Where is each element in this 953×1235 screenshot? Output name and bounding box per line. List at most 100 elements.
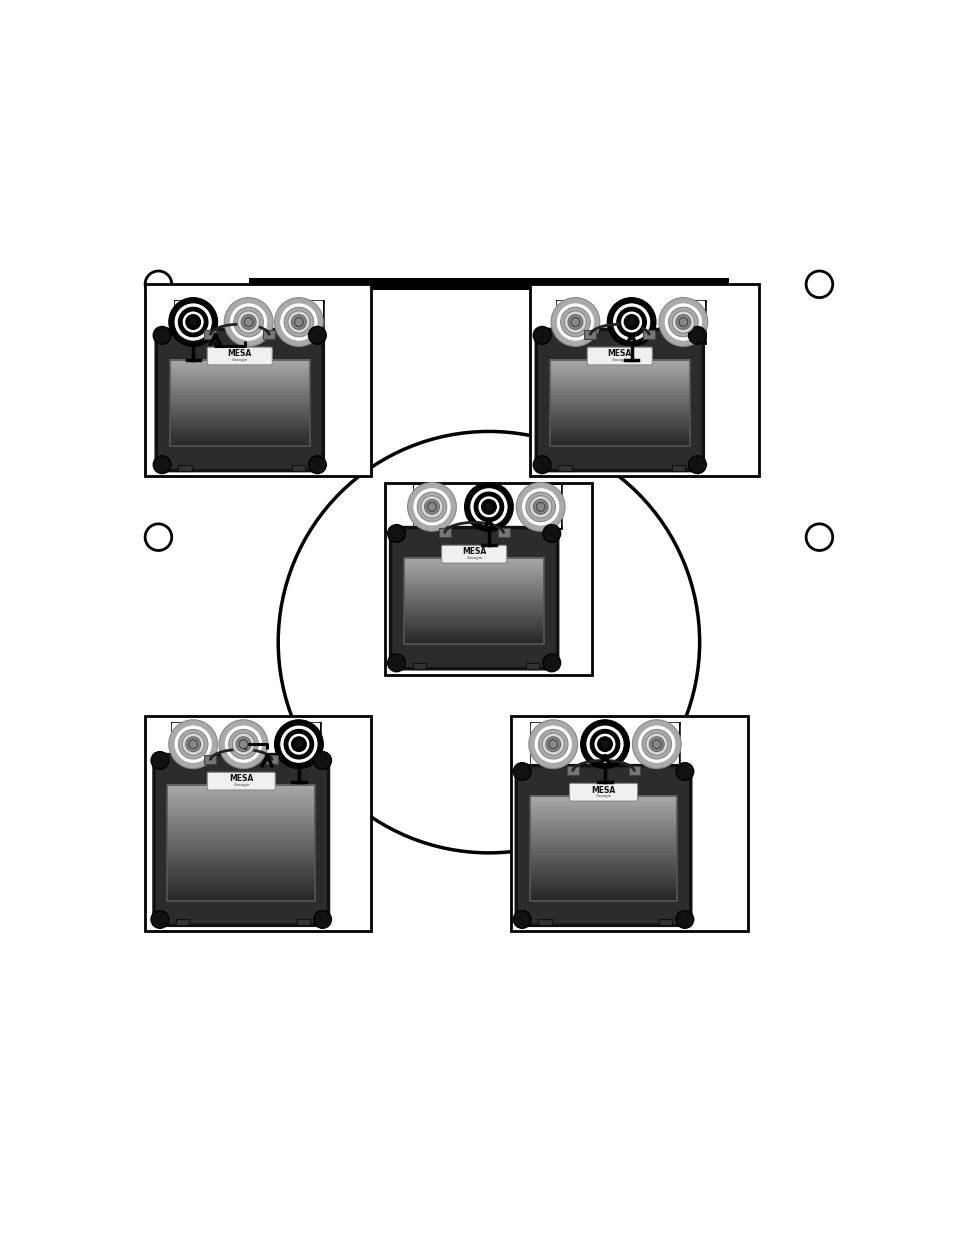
Circle shape xyxy=(292,737,306,752)
Bar xyxy=(167,851,314,855)
Circle shape xyxy=(229,730,258,760)
Bar xyxy=(170,420,310,422)
Bar xyxy=(170,380,310,384)
Bar xyxy=(292,464,305,471)
Circle shape xyxy=(597,737,612,752)
Circle shape xyxy=(153,326,171,345)
Circle shape xyxy=(548,740,558,748)
Bar xyxy=(296,919,310,925)
Bar xyxy=(549,403,689,405)
Bar xyxy=(529,879,677,883)
Bar xyxy=(403,632,544,636)
Bar xyxy=(549,441,689,445)
Circle shape xyxy=(219,720,268,768)
Bar xyxy=(403,589,544,593)
Circle shape xyxy=(676,315,690,330)
Bar xyxy=(167,819,314,823)
Circle shape xyxy=(314,752,331,769)
Text: MESA: MESA xyxy=(461,547,486,557)
Bar xyxy=(549,443,689,446)
FancyBboxPatch shape xyxy=(516,766,690,925)
Circle shape xyxy=(224,298,273,347)
Bar xyxy=(549,432,689,436)
Bar xyxy=(529,284,758,475)
Circle shape xyxy=(469,488,508,526)
Circle shape xyxy=(424,499,439,514)
FancyBboxPatch shape xyxy=(207,347,272,364)
Bar xyxy=(170,366,310,368)
Bar xyxy=(403,562,544,564)
Bar xyxy=(529,889,677,893)
Circle shape xyxy=(541,734,564,756)
Bar xyxy=(403,611,544,614)
Bar xyxy=(549,398,689,401)
Bar xyxy=(438,529,450,537)
Bar xyxy=(529,830,677,832)
Bar xyxy=(549,409,689,411)
Circle shape xyxy=(292,315,306,330)
Circle shape xyxy=(637,725,676,763)
Bar xyxy=(170,377,310,379)
Bar xyxy=(170,437,310,440)
Bar xyxy=(145,284,370,475)
Bar xyxy=(403,583,544,585)
Circle shape xyxy=(679,317,687,326)
Bar xyxy=(403,626,544,630)
Bar xyxy=(266,756,277,764)
Circle shape xyxy=(623,315,639,330)
Circle shape xyxy=(688,326,705,345)
Bar xyxy=(549,429,689,431)
Bar xyxy=(170,378,310,382)
Bar xyxy=(167,793,314,797)
FancyBboxPatch shape xyxy=(536,330,702,471)
Circle shape xyxy=(153,456,171,473)
Circle shape xyxy=(560,308,590,337)
Bar xyxy=(167,889,314,892)
Circle shape xyxy=(145,270,172,298)
Bar xyxy=(145,716,370,930)
Circle shape xyxy=(186,737,200,752)
Circle shape xyxy=(464,483,513,531)
Circle shape xyxy=(521,488,559,526)
Bar xyxy=(167,813,314,816)
Circle shape xyxy=(173,725,213,763)
Bar xyxy=(529,887,677,890)
Bar xyxy=(529,837,677,841)
Bar xyxy=(170,387,310,390)
Bar xyxy=(529,863,677,867)
Bar xyxy=(170,363,310,367)
Circle shape xyxy=(274,298,323,347)
Circle shape xyxy=(663,303,701,341)
FancyBboxPatch shape xyxy=(153,755,328,925)
Bar xyxy=(170,403,310,405)
Bar xyxy=(549,377,689,379)
Bar xyxy=(529,877,677,879)
Circle shape xyxy=(189,740,197,748)
Bar xyxy=(529,847,677,851)
Circle shape xyxy=(556,303,594,341)
Bar xyxy=(167,879,314,883)
Bar xyxy=(403,600,544,603)
Circle shape xyxy=(542,525,560,542)
Bar xyxy=(403,624,544,627)
Bar xyxy=(170,429,310,431)
Circle shape xyxy=(534,725,572,763)
Bar xyxy=(403,574,544,577)
Circle shape xyxy=(284,308,314,337)
Circle shape xyxy=(481,499,496,514)
Text: /boogie: /boogie xyxy=(596,794,611,798)
Bar xyxy=(167,795,314,799)
Bar xyxy=(529,798,677,802)
FancyBboxPatch shape xyxy=(569,783,637,802)
Circle shape xyxy=(186,315,200,330)
Bar xyxy=(176,919,190,925)
Bar xyxy=(549,412,689,416)
Bar xyxy=(529,814,677,816)
Bar xyxy=(529,851,677,853)
Circle shape xyxy=(145,524,172,551)
Bar xyxy=(170,359,310,446)
Bar xyxy=(167,827,314,831)
Circle shape xyxy=(672,311,694,333)
Bar xyxy=(549,366,689,368)
Bar xyxy=(170,385,310,388)
